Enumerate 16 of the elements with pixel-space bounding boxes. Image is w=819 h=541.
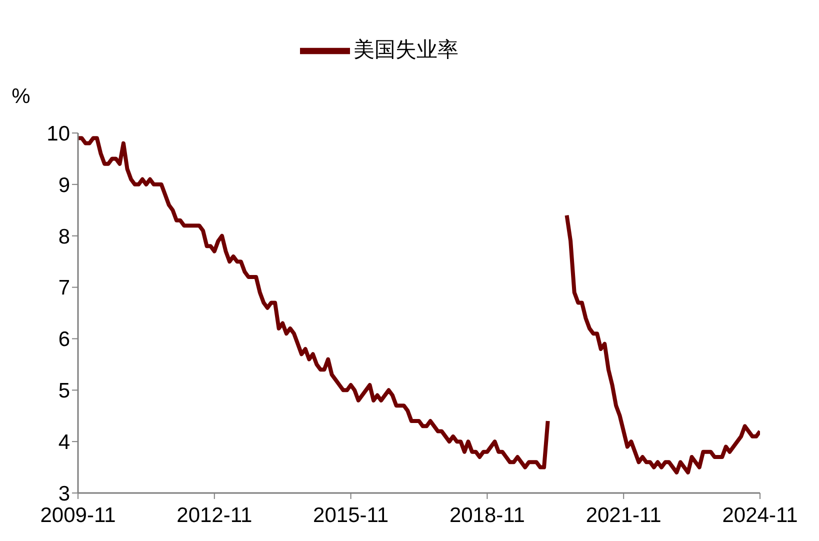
- y-tick-label: 9: [58, 174, 70, 197]
- x-tick-label: 2012-11: [176, 504, 252, 527]
- legend-label: 美国失业率: [354, 38, 458, 62]
- y-axis-title: %: [12, 85, 30, 108]
- y-tick-label: 4: [58, 431, 70, 454]
- x-tick-label: 2018-11: [449, 504, 525, 527]
- y-tick-label: 6: [58, 328, 70, 352]
- x-tick-label: 2021-11: [586, 504, 662, 527]
- x-tick-label: 2024-11: [722, 504, 798, 527]
- x-tick-label: 2009-11: [40, 504, 116, 527]
- y-tick-label: 10: [46, 122, 70, 146]
- y-tick-label: 5: [58, 380, 70, 403]
- y-tick-label: 8: [58, 225, 70, 248]
- x-tick-label: 2015-11: [313, 504, 389, 527]
- y-tick-label: 3: [58, 482, 70, 506]
- y-tick-label: 7: [58, 276, 70, 300]
